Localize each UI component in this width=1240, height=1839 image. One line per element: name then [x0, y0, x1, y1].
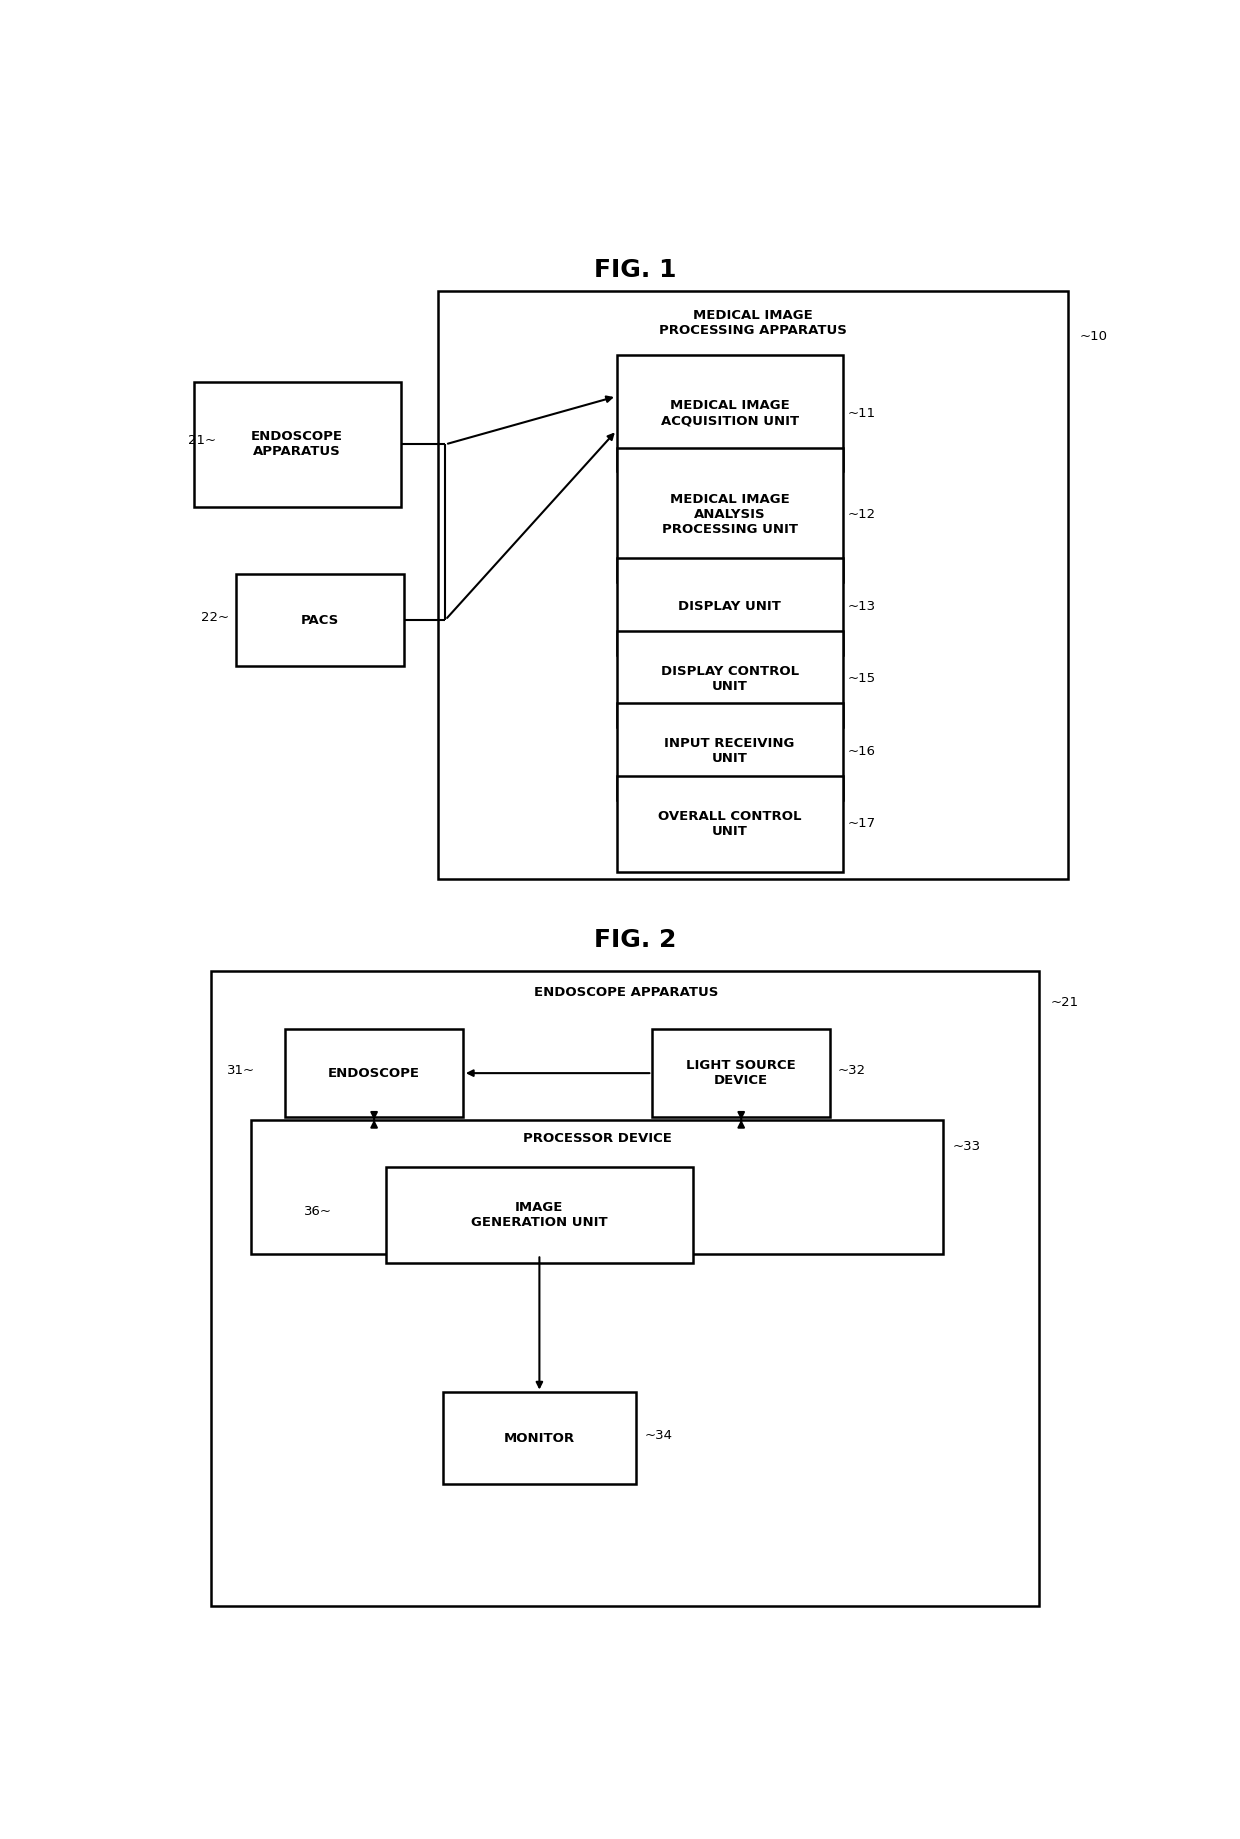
Bar [616, 631, 843, 726]
Text: ~21: ~21 [1050, 997, 1079, 1010]
Bar [616, 447, 843, 583]
Bar [616, 355, 843, 471]
Text: ~13: ~13 [847, 600, 875, 612]
Text: MEDICAL IMAGE
ANALYSIS
PROCESSING UNIT: MEDICAL IMAGE ANALYSIS PROCESSING UNIT [662, 493, 797, 537]
Bar [652, 1030, 830, 1116]
Text: OVERALL CONTROL
UNIT: OVERALL CONTROL UNIT [658, 809, 801, 839]
Text: IMAGE
GENERATION UNIT: IMAGE GENERATION UNIT [471, 1201, 608, 1228]
Text: ENDOSCOPE: ENDOSCOPE [329, 1067, 420, 1079]
Text: 31~: 31~ [227, 1063, 255, 1078]
Text: ~10: ~10 [1080, 331, 1107, 344]
Text: DISPLAY UNIT: DISPLAY UNIT [678, 600, 781, 612]
Bar [616, 559, 843, 655]
Text: DISPLAY CONTROL
UNIT: DISPLAY CONTROL UNIT [661, 666, 799, 693]
Bar [193, 383, 401, 508]
Text: ENDOSCOPE APPARATUS: ENDOSCOPE APPARATUS [533, 986, 718, 999]
Text: FIG. 1: FIG. 1 [594, 257, 677, 281]
Text: MEDICAL IMAGE
ACQUISITION UNIT: MEDICAL IMAGE ACQUISITION UNIT [661, 399, 799, 427]
Text: ~12: ~12 [847, 508, 875, 520]
Text: ~17: ~17 [847, 817, 875, 831]
Text: PACS: PACS [301, 614, 340, 627]
Text: ~34: ~34 [645, 1429, 673, 1442]
Text: 36~: 36~ [304, 1205, 332, 1219]
Text: ~15: ~15 [847, 673, 875, 686]
Text: MONITOR: MONITOR [503, 1433, 575, 1445]
Text: INPUT RECEIVING
UNIT: INPUT RECEIVING UNIT [665, 737, 795, 765]
Bar [250, 1120, 942, 1254]
Bar [386, 1166, 693, 1263]
Bar [616, 776, 843, 872]
Bar [616, 702, 843, 800]
Text: PROCESSOR DEVICE: PROCESSOR DEVICE [522, 1131, 672, 1144]
Text: ~11: ~11 [847, 406, 875, 419]
Text: MEDICAL IMAGE
PROCESSING APPARATUS: MEDICAL IMAGE PROCESSING APPARATUS [658, 309, 847, 337]
Text: ENDOSCOPE
APPARATUS: ENDOSCOPE APPARATUS [252, 430, 343, 458]
Text: ~16: ~16 [847, 745, 875, 758]
Text: 22~: 22~ [201, 611, 229, 623]
Text: LIGHT SOURCE
DEVICE: LIGHT SOURCE DEVICE [686, 1059, 796, 1087]
Bar [439, 292, 1068, 879]
Bar [236, 574, 404, 666]
Bar [211, 971, 1039, 1605]
Text: ~32: ~32 [837, 1063, 866, 1078]
Text: ~33: ~33 [952, 1140, 981, 1153]
Text: FIG. 2: FIG. 2 [594, 929, 677, 953]
Bar [285, 1030, 463, 1116]
Bar [444, 1392, 635, 1484]
Text: 21~: 21~ [187, 434, 216, 447]
